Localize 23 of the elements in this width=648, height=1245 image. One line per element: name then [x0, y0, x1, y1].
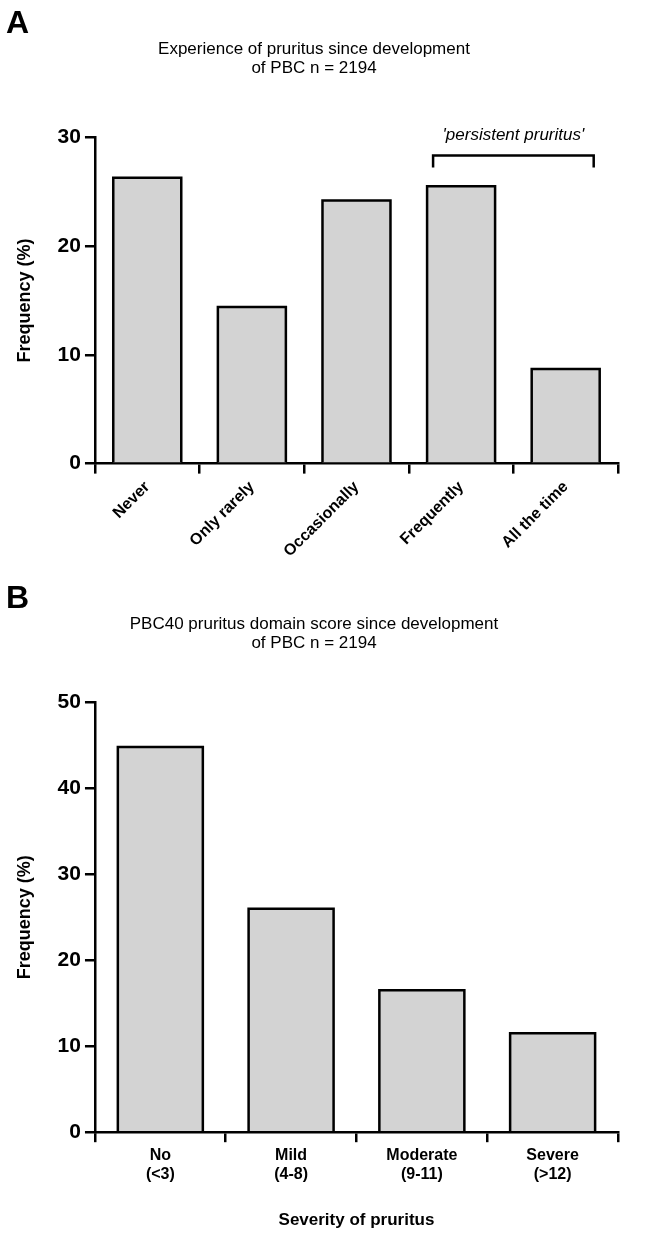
y-tick-label: 10: [57, 1033, 81, 1057]
y-tick-label: 20: [57, 232, 81, 256]
x-tick-label: No (<3): [145, 1146, 175, 1183]
y-tick-label: 0: [69, 450, 81, 474]
y-tick-label: 40: [57, 775, 81, 799]
y-tick-label: 30: [57, 124, 81, 148]
y-tick-label: 0: [69, 1119, 81, 1142]
y-tick-label: 30: [57, 861, 81, 885]
x-tick-label: Moderate (9-11): [386, 1146, 458, 1183]
chart-title: Experience of pruritus since development of PBC n = 2194: [158, 39, 471, 77]
annotation: 'persistent pruritus': [442, 124, 585, 144]
x-tick-label: Mild (4-8): [274, 1146, 308, 1183]
x-tick-label: Severe (>12): [526, 1146, 579, 1183]
text: B: [6, 578, 30, 615]
y-axis-title: Frequency (%): [13, 238, 34, 363]
y-tick-label: 10: [57, 341, 81, 365]
x-tick-label: All the time: [497, 477, 571, 551]
y-tick-label: 50: [57, 689, 81, 713]
chart-title: PBC40 pruritus domain score since development of PBC n = 2194: [129, 614, 499, 652]
x-axis-title: Severity of pruritus: [278, 1210, 435, 1230]
text: A: [6, 3, 30, 40]
y-tick-label: 20: [57, 947, 81, 971]
y-axis-title: Frequency (%): [13, 855, 34, 980]
